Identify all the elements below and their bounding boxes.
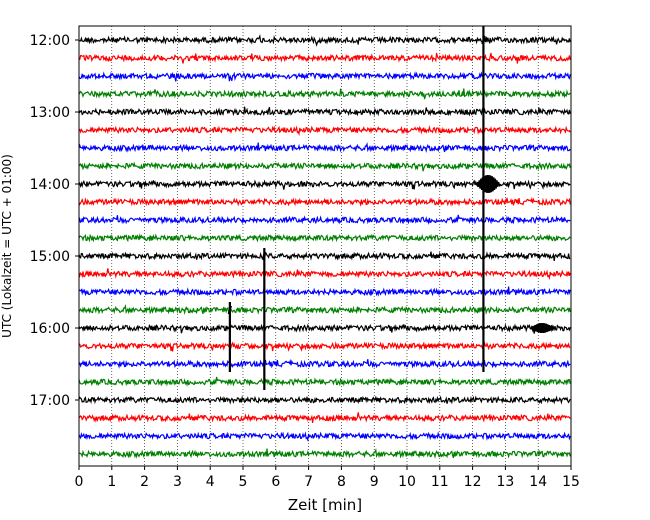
trace-row-1600 (78, 323, 571, 334)
trace-row-1300 (78, 106, 571, 117)
grid-lines (111, 26, 539, 466)
trace-row-1745 (79, 447, 571, 459)
trace-row-1530 (78, 286, 571, 297)
x-tick-label: 12 (464, 474, 482, 490)
x-axis-label: Zeit [min] (288, 496, 362, 514)
plot-frame (78, 25, 572, 467)
event-spike-jitter (262, 251, 267, 261)
trace-row-1630 (78, 358, 571, 369)
y-tick-label: 14:00 (30, 177, 70, 193)
trace-row-1315 (79, 125, 571, 137)
event-spikes (227, 26, 555, 390)
x-axis-ticks: 0 1 2 3 4 5 6 7 8 9 10 11 12 13 14 15 (75, 466, 580, 490)
x-tick-label: 7 (304, 474, 313, 490)
event-burst (529, 322, 555, 334)
trace-row-1615 (78, 341, 571, 352)
x-tick-label: 4 (206, 474, 215, 490)
trace-row-1230 (78, 71, 571, 82)
trace-row-1500 (78, 251, 571, 261)
y-tick-label: 17:00 (30, 393, 70, 409)
x-tick-label: 1 (107, 474, 116, 490)
x-tick-label: 11 (431, 474, 449, 490)
x-tick-label: 5 (239, 474, 248, 490)
trace-row-1245 (78, 88, 571, 100)
x-tick-label: 10 (398, 474, 416, 490)
trace-row-1330 (78, 141, 571, 153)
x-tick-label: 13 (496, 474, 514, 490)
event-burst (475, 174, 501, 194)
y-axis-label: UTC (Lokalzeit = UTC + 01:00) (0, 154, 14, 338)
trace-row-1430 (78, 214, 571, 225)
trace-rows (78, 34, 571, 459)
x-tick-label: 2 (140, 474, 149, 490)
y-axis-ticks: 12:00 13:00 14:00 15:00 16:00 17:00 (30, 33, 79, 409)
event-spike-jitter (227, 305, 233, 315)
trace-row-1645 (78, 376, 571, 387)
y-tick-label: 13:00 (30, 105, 70, 121)
trace-row-1215 (78, 52, 571, 64)
x-tick-label: 9 (370, 474, 379, 490)
x-tick-label: 3 (173, 474, 182, 490)
trace-row-1715 (78, 412, 571, 423)
trace-row-1545 (78, 303, 571, 315)
event-spike-jitter (481, 35, 486, 45)
trace-row-1415 (78, 196, 571, 207)
y-tick-label: 16:00 (30, 321, 70, 337)
trace-row-1515 (78, 268, 571, 281)
x-tick-label: 15 (562, 474, 580, 490)
trace-row-1445 (78, 233, 571, 243)
trace-row-1700 (78, 395, 571, 405)
trace-row-1200 (78, 34, 571, 47)
x-tick-label: 14 (529, 474, 547, 490)
x-tick-label: 0 (75, 474, 84, 490)
x-tick-label: 8 (337, 474, 346, 490)
y-tick-label: 15:00 (30, 249, 70, 265)
x-tick-label: 6 (271, 474, 280, 490)
y-tick-label: 12:00 (30, 33, 70, 49)
trace-row-1345 (78, 161, 571, 172)
trace-row-1730 (78, 431, 571, 443)
